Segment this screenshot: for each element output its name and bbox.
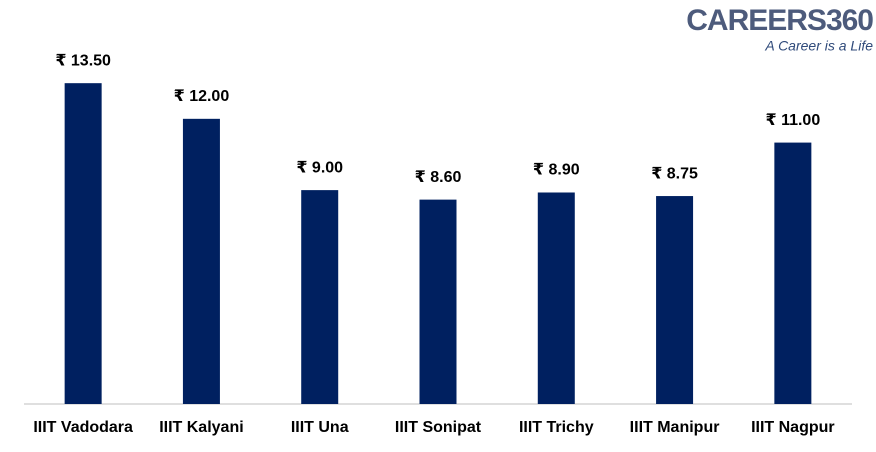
- bar: [182, 118, 220, 404]
- bar: [537, 192, 575, 404]
- value-label: ₹ 11.00: [765, 112, 820, 129]
- value-label: ₹ 13.50: [55, 52, 111, 69]
- bar: [64, 83, 102, 405]
- bar: [774, 142, 812, 404]
- value-label: ₹ 8.60: [415, 169, 462, 186]
- value-label: ₹ 8.90: [533, 162, 580, 179]
- x-tick-label: IIIT Sonipat: [395, 419, 482, 436]
- x-tick-label: IIIT Trichy: [519, 419, 594, 436]
- value-label: ₹ 8.75: [651, 165, 698, 182]
- bar: [419, 199, 457, 404]
- x-tick-label: IIIT Manipur: [630, 419, 720, 436]
- x-tick-label: IIIT Kalyani: [159, 419, 243, 436]
- x-tick-label: IIIT Nagpur: [751, 419, 835, 436]
- logo-tagline: A Career is a Life: [764, 38, 873, 54]
- value-label: ₹ 12.00: [174, 88, 230, 105]
- value-label: ₹ 9.00: [296, 159, 343, 176]
- bar: [301, 190, 339, 404]
- bar: [656, 196, 694, 404]
- x-tick-label: IIIT Vadodara: [33, 419, 133, 436]
- x-tick-label: IIIT Una: [291, 419, 349, 436]
- logo-name: CAREERS360: [686, 4, 873, 37]
